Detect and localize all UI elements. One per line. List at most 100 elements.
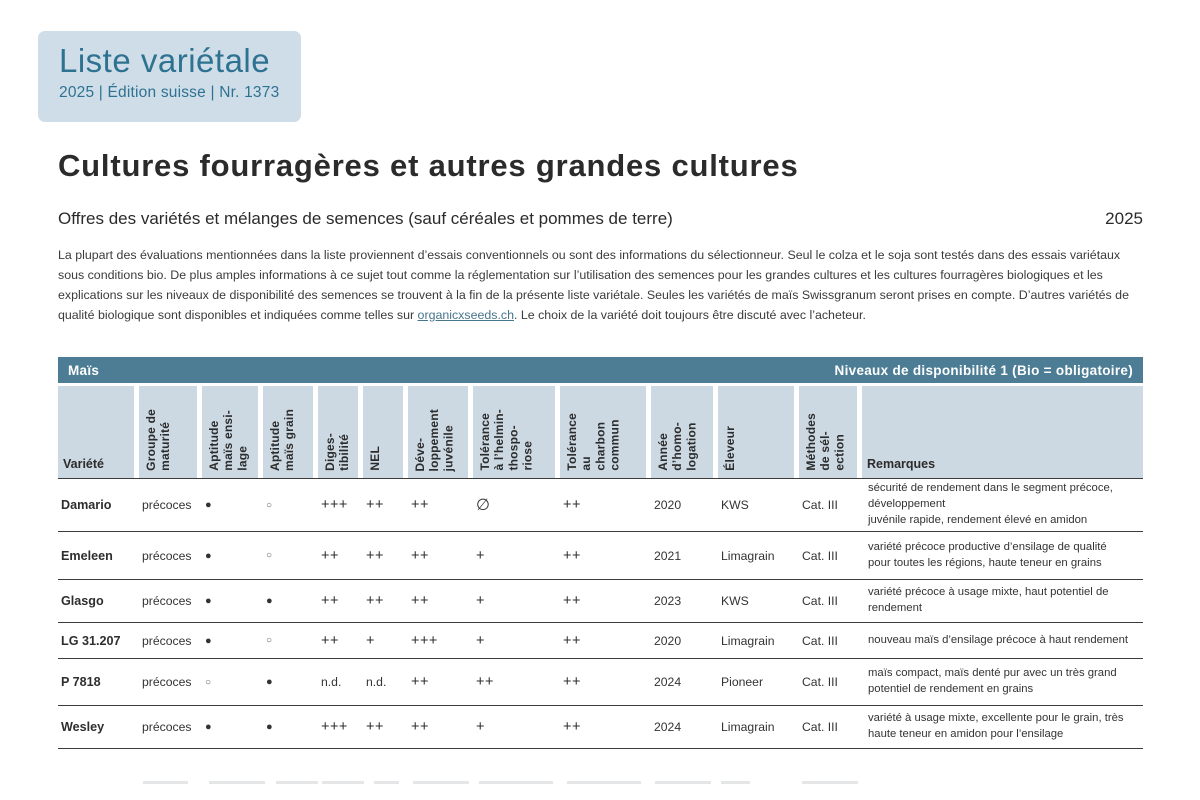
value-cell: ○: [205, 676, 212, 688]
value-cell: ●: [266, 721, 273, 733]
value-cell: ++: [476, 674, 494, 690]
column-header-label: Éleveur: [723, 426, 737, 471]
value-cell: KWS: [721, 498, 749, 512]
column-header-aptitude-mais-ensilage: Aptitude maïs ensi- lage: [202, 386, 258, 478]
value-cell: n.d.: [321, 675, 342, 689]
value-cell: ++: [411, 719, 429, 735]
value-cell: Cat. III: [802, 594, 838, 608]
column-header-annee-homologation: Année d’homo- logation: [651, 386, 713, 478]
stub-bar: [721, 781, 750, 784]
badge-title: Liste variétale: [59, 42, 271, 79]
remark-cell: maïs compact, maïs denté pur avec un trè…: [868, 667, 1117, 695]
column-header-label: Diges- tibilité: [323, 433, 352, 471]
value-cell: ●: [205, 549, 212, 562]
value-cell: Limagrain: [721, 548, 775, 563]
value-cell: ++: [366, 497, 384, 513]
column-header-label: NEL: [368, 446, 382, 471]
column-header-digestibilite: Diges- tibilité: [318, 386, 358, 478]
page-subtitle: Offres des variétés et mélanges de semen…: [58, 209, 673, 228]
value-cell: Cat. III: [802, 498, 838, 512]
next-section-header-stub: [0, 781, 1200, 785]
value-cell: ++: [366, 719, 384, 735]
value-cell: ∅: [476, 497, 490, 514]
remark-cell: variété à usage mixte, excellente pour l…: [868, 712, 1124, 740]
value-cell: 2023: [654, 594, 682, 608]
variety-name: LG 31.207: [61, 633, 121, 648]
table-body: Damario précoces ● ○ +++ ++ ++ ∅ ++ 2020 KWS Cat. I…: [58, 479, 1143, 749]
value-cell: ++: [411, 593, 429, 609]
value-cell: ++: [563, 632, 581, 649]
value-cell: Cat. III: [802, 720, 838, 734]
organicxseeds-link[interactable]: organicxseeds.ch: [417, 307, 514, 322]
column-header-label: Tolérance au charbon commun: [565, 413, 622, 471]
value-cell: ○: [266, 499, 273, 511]
value-cell: ●: [205, 595, 212, 607]
value-cell: KWS: [721, 594, 749, 608]
stub-bar: [374, 781, 399, 784]
column-header-label: Remarques: [867, 457, 936, 471]
badge-subtitle: 2025 | Édition suisse | Nr. 1373: [59, 84, 280, 102]
table-row: Emeleen précoces ● ○ ++ ++ ++ + ++ 2021 Limagrain C…: [58, 532, 1143, 580]
table-row: LG 31.207 précoces ● ○ ++ + +++ + ++ 2020 Limagrai…: [58, 623, 1143, 659]
value-cell: ++: [563, 719, 581, 735]
column-header-label: Méthodes de sél- ection: [804, 413, 847, 471]
column-header-methodes-de-selection: Méthodes de sél- ection: [799, 386, 857, 478]
stub-bar: [479, 781, 553, 784]
value-cell: ++: [411, 674, 429, 690]
value-cell: ++: [563, 674, 581, 690]
value-cell: 2020: [654, 498, 682, 512]
brand-badge: Liste variétale 2025 | Édition suisse | …: [38, 31, 301, 122]
value-cell: 2024: [654, 720, 682, 734]
remark-cell: nouveau maïs d’ensilage précoce à haut r…: [868, 633, 1128, 646]
intro-text-before-link: La plupart des évaluations mentionnées d…: [58, 248, 1129, 322]
column-header-label: Variété: [63, 457, 105, 471]
stub-bar: [567, 781, 641, 784]
value-cell: ++: [366, 593, 384, 609]
table-row: Glasgo précoces ● ● ++ ++ ++ + ++ 2023 KWS Cat. III…: [58, 580, 1143, 623]
value-cell: ++: [411, 547, 429, 564]
stub-bar: [276, 781, 318, 784]
value-cell: +: [476, 632, 485, 649]
value-cell: ++: [321, 547, 339, 564]
value-cell: ++: [563, 497, 581, 513]
value-cell: +: [476, 593, 485, 609]
value-cell: +: [476, 719, 485, 735]
value-cell: ++: [411, 497, 429, 513]
availability-level-label: Niveaux de disponibilité 1 (Bio = obliga…: [834, 362, 1133, 378]
value-cell: Cat. III: [802, 633, 838, 648]
value-cell: +++: [411, 632, 438, 649]
table-section-bar: Maïs Niveaux de disponibilité 1 (Bio = o…: [58, 357, 1143, 383]
column-header-groupe-de-maturite: Groupe de maturité: [139, 386, 197, 478]
value-cell: précoces: [142, 594, 192, 608]
variety-name: Wesley: [61, 720, 105, 734]
edition-year: 2025: [1105, 209, 1143, 228]
value-cell: précoces: [142, 498, 192, 512]
maize-table: Maïs Niveaux de disponibilité 1 (Bio = o…: [58, 357, 1143, 749]
stub-bar: [209, 781, 265, 784]
stub-bar: [413, 781, 469, 784]
table-row: Damario précoces ● ○ +++ ++ ++ ∅ ++ 2020 KWS Cat. I…: [58, 479, 1143, 532]
value-cell: ++: [321, 593, 339, 609]
value-cell: ○: [266, 635, 273, 646]
remark-cell: variété précoce productive d’ensilage de…: [868, 540, 1107, 569]
column-header-variete: Variété: [58, 386, 134, 478]
value-cell: ++: [321, 632, 339, 649]
value-cell: +: [366, 632, 375, 649]
table-header-row: Variété Groupe de maturité Aptitude maïs e…: [58, 386, 1143, 479]
value-cell: précoces: [142, 548, 192, 563]
table-row: Wesley précoces ● ● +++ ++ ++ + ++ 2024 Limagrain C…: [58, 706, 1143, 749]
value-cell: ○: [266, 550, 273, 561]
intro-text-after-link: . Le choix de la variété doit toujours ê…: [513, 307, 866, 322]
page-title: Cultures fourragères et autres grandes c…: [58, 148, 799, 183]
value-cell: ++: [563, 593, 581, 609]
value-cell: précoces: [142, 675, 192, 689]
stub-bar: [322, 781, 364, 784]
column-header-label: Aptitude maïs grain: [268, 408, 297, 471]
stub-bar: [655, 781, 711, 784]
section-title: Maïs: [68, 362, 100, 378]
column-header-nel: NEL: [363, 386, 403, 478]
column-header-label: Année d’homo- logation: [656, 422, 699, 471]
value-cell: 2024: [654, 675, 682, 689]
intro-paragraph: La plupart des évaluations mentionnées d…: [58, 246, 1141, 325]
